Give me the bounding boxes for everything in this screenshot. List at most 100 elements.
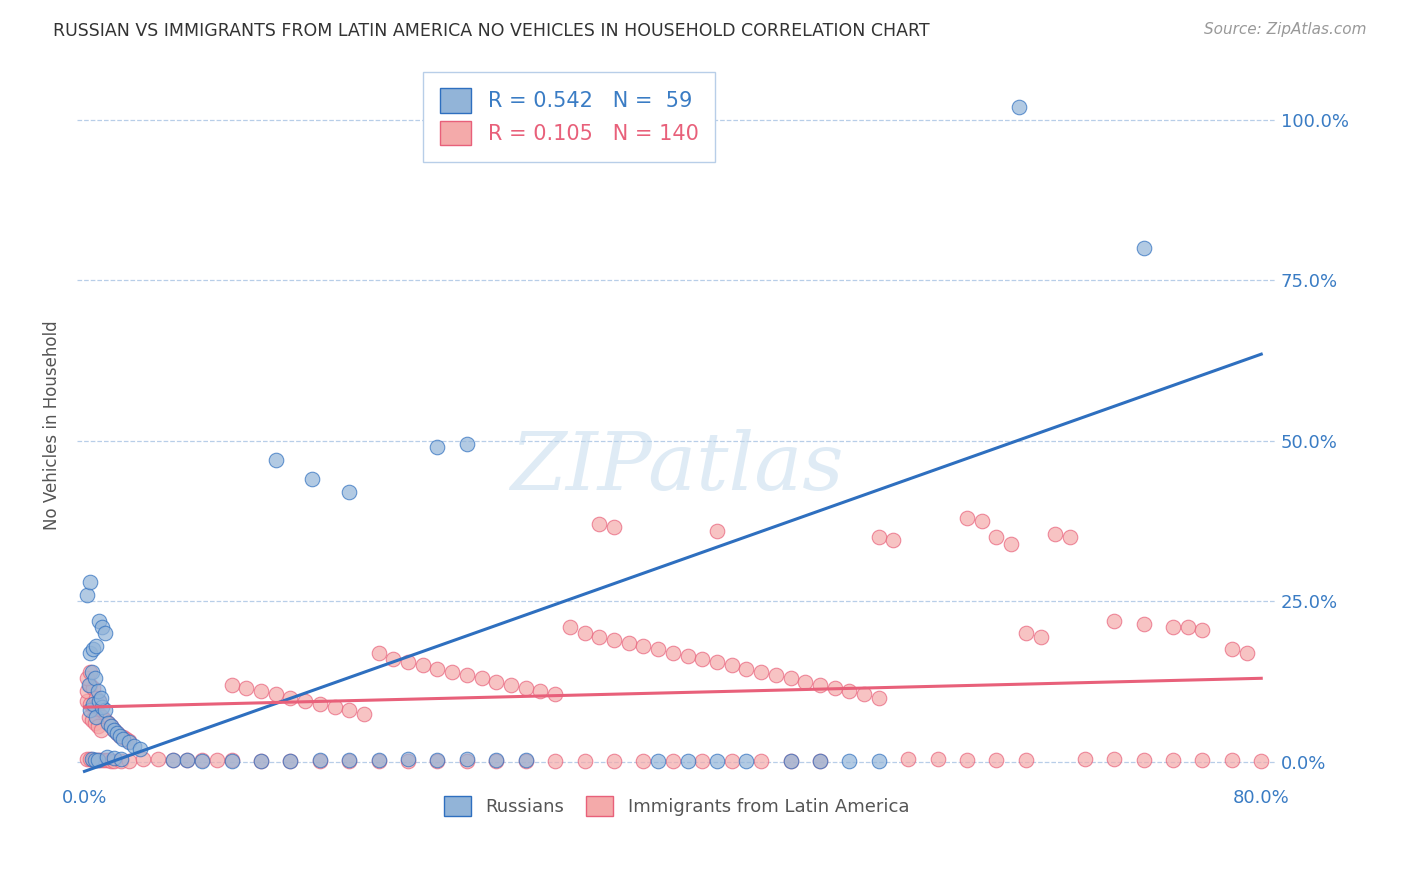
Point bbox=[337, 754, 360, 768]
Point bbox=[426, 753, 449, 767]
Point bbox=[94, 753, 117, 767]
Point bbox=[117, 735, 139, 749]
Point bbox=[633, 754, 655, 768]
Point bbox=[84, 690, 107, 705]
Point bbox=[250, 754, 273, 768]
Point bbox=[83, 716, 105, 731]
Point bbox=[176, 754, 198, 768]
Point bbox=[235, 681, 257, 695]
Point bbox=[100, 719, 122, 733]
Point bbox=[191, 754, 214, 768]
Point bbox=[396, 655, 419, 669]
Point bbox=[720, 658, 742, 673]
Text: Source: ZipAtlas.com: Source: ZipAtlas.com bbox=[1204, 22, 1367, 37]
Point bbox=[824, 681, 846, 695]
Point bbox=[100, 719, 122, 733]
Point bbox=[956, 511, 979, 525]
Point bbox=[485, 674, 508, 689]
Point bbox=[986, 530, 1008, 544]
Point bbox=[110, 754, 132, 768]
Point bbox=[1177, 620, 1199, 634]
Point bbox=[191, 754, 214, 768]
Point bbox=[105, 726, 128, 740]
Point bbox=[79, 646, 101, 660]
Point bbox=[868, 690, 890, 705]
Point bbox=[868, 754, 890, 768]
Point bbox=[337, 703, 360, 717]
Point bbox=[337, 485, 360, 500]
Point bbox=[80, 713, 103, 727]
Point bbox=[132, 751, 155, 765]
Point bbox=[162, 753, 184, 767]
Point bbox=[80, 751, 103, 765]
Point bbox=[117, 734, 139, 748]
Point bbox=[76, 671, 98, 685]
Point bbox=[89, 706, 111, 721]
Point bbox=[84, 754, 107, 768]
Point bbox=[79, 574, 101, 589]
Point bbox=[129, 742, 152, 756]
Point bbox=[647, 642, 669, 657]
Point bbox=[456, 668, 478, 682]
Y-axis label: No Vehicles in Household: No Vehicles in Household bbox=[44, 320, 60, 530]
Point bbox=[103, 723, 125, 737]
Point bbox=[456, 437, 478, 451]
Point bbox=[94, 626, 117, 640]
Point bbox=[110, 752, 132, 766]
Point bbox=[90, 690, 112, 705]
Point bbox=[779, 671, 801, 685]
Point bbox=[735, 754, 758, 768]
Point bbox=[574, 754, 596, 768]
Point bbox=[77, 678, 100, 692]
Point bbox=[94, 713, 117, 727]
Point bbox=[111, 732, 134, 747]
Point bbox=[485, 753, 508, 767]
Point bbox=[117, 754, 139, 768]
Point bbox=[76, 684, 98, 698]
Point bbox=[1059, 530, 1081, 544]
Point bbox=[515, 754, 537, 768]
Point bbox=[499, 678, 522, 692]
Point bbox=[250, 754, 273, 768]
Point bbox=[588, 517, 610, 532]
Point bbox=[100, 754, 122, 768]
Point bbox=[367, 646, 389, 660]
Point bbox=[706, 524, 728, 538]
Point bbox=[84, 710, 107, 724]
Point bbox=[986, 753, 1008, 767]
Point bbox=[882, 533, 904, 548]
Point bbox=[633, 639, 655, 653]
Point bbox=[91, 754, 114, 768]
Point bbox=[1102, 752, 1125, 766]
Point bbox=[426, 662, 449, 676]
Point bbox=[108, 729, 131, 743]
Point bbox=[1132, 241, 1154, 255]
Point bbox=[588, 630, 610, 644]
Point bbox=[82, 753, 104, 767]
Point bbox=[838, 684, 860, 698]
Point bbox=[108, 729, 131, 743]
Point bbox=[779, 754, 801, 768]
Point bbox=[367, 754, 389, 768]
Point bbox=[735, 662, 758, 676]
Point bbox=[1191, 623, 1213, 637]
Point bbox=[97, 716, 120, 731]
Point bbox=[308, 754, 330, 768]
Point bbox=[323, 700, 346, 714]
Point bbox=[103, 754, 125, 768]
Point bbox=[662, 646, 685, 660]
Point bbox=[927, 752, 949, 766]
Point bbox=[82, 700, 104, 714]
Point bbox=[76, 751, 98, 765]
Point bbox=[1161, 620, 1184, 634]
Point bbox=[83, 753, 105, 767]
Point bbox=[544, 754, 567, 768]
Legend: Russians, Immigrants from Latin America: Russians, Immigrants from Latin America bbox=[434, 787, 918, 825]
Point bbox=[396, 754, 419, 768]
Point bbox=[1132, 753, 1154, 767]
Point bbox=[90, 723, 112, 737]
Point bbox=[91, 710, 114, 724]
Point bbox=[96, 749, 118, 764]
Point bbox=[1073, 751, 1095, 765]
Point bbox=[808, 678, 831, 692]
